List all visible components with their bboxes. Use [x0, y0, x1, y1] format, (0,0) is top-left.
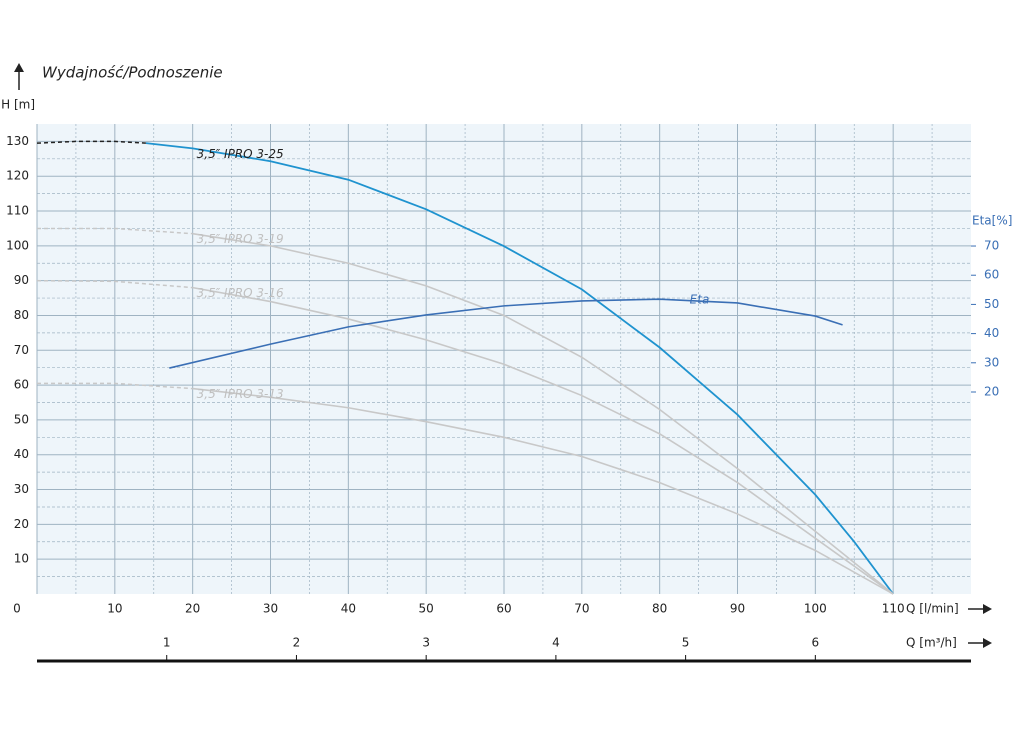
y2-tick-label: 50 [984, 297, 999, 311]
curve-dashed [37, 382, 193, 390]
y-tick-label: 30 [14, 482, 29, 496]
curve-label: Eta [690, 293, 710, 307]
curve [145, 142, 894, 595]
y-tick-label: 50 [14, 412, 29, 426]
x2-tick-label: 1 [163, 636, 171, 650]
x-tick-label: 30 [263, 602, 278, 616]
y2-tick-label: 70 [984, 239, 999, 253]
y-tick-label: 70 [14, 343, 29, 357]
curve-dashed [37, 227, 193, 235]
y-tick-label: 90 [14, 273, 29, 287]
curve [192, 232, 894, 595]
x-arrow-head [983, 604, 992, 614]
x-tick-label: 80 [652, 602, 667, 616]
y-axis-label: H [m] [1, 98, 35, 112]
curve [169, 298, 843, 369]
curve [192, 387, 894, 595]
x2-tick-label: 2 [293, 636, 301, 650]
y-tick-label: 100 [6, 238, 29, 252]
y2-tick-label: 30 [984, 355, 999, 369]
x2-axis-label: Q [m³/h] [906, 636, 957, 650]
x-tick-label: 90 [730, 602, 745, 616]
chart-title: Wydajność/Podnoszenie [42, 64, 223, 82]
y-tick-label: 20 [14, 517, 29, 531]
x-tick-label: 60 [496, 602, 511, 616]
x2-tick-label: 3 [422, 636, 430, 650]
y2-tick-label: 20 [984, 384, 999, 398]
x-tick-label: 100 [804, 602, 827, 616]
y-tick-label: 80 [14, 308, 29, 322]
curve [192, 286, 894, 595]
y-arrow-head [14, 63, 24, 72]
y-tick-label: 40 [14, 447, 29, 461]
curve-label: 3,5″ IPRO 3-25 [197, 147, 284, 161]
x-tick-label: 40 [341, 602, 356, 616]
x2-tick-label: 5 [682, 636, 690, 650]
x-tick-label: 10 [107, 602, 122, 616]
curve-label: 3,5″ IPRO 3-16 [197, 286, 284, 300]
curve-label: 3,5″ IPRO 3-13 [197, 387, 284, 401]
y-tick-label: 110 [6, 204, 29, 218]
curve-dashed [36, 140, 147, 144]
curve-dashed [36, 279, 193, 289]
x2-tick-label: 6 [812, 636, 820, 650]
curve-label: 3,5″ IPRO 3-19 [197, 232, 284, 246]
x-tick-label: 20 [185, 602, 200, 616]
y-tick-label: 130 [6, 134, 29, 148]
x-tick-label: 50 [419, 602, 434, 616]
x-axis-label: Q [l/min] [906, 602, 959, 616]
y2-axis-label: Eta[%] [972, 214, 1012, 228]
y2-tick-label: 60 [984, 268, 999, 282]
x2-arrow-head [983, 638, 992, 648]
y2-tick-label: 40 [984, 326, 999, 340]
y-tick-label: 60 [14, 378, 29, 392]
x-tick-label: 70 [574, 602, 589, 616]
x-tick-label: 0 [13, 602, 21, 616]
x2-tick-label: 4 [552, 636, 560, 650]
y-tick-label: 10 [14, 552, 29, 566]
x-tick-label: 110 [882, 602, 905, 616]
y-tick-label: 120 [6, 169, 29, 183]
